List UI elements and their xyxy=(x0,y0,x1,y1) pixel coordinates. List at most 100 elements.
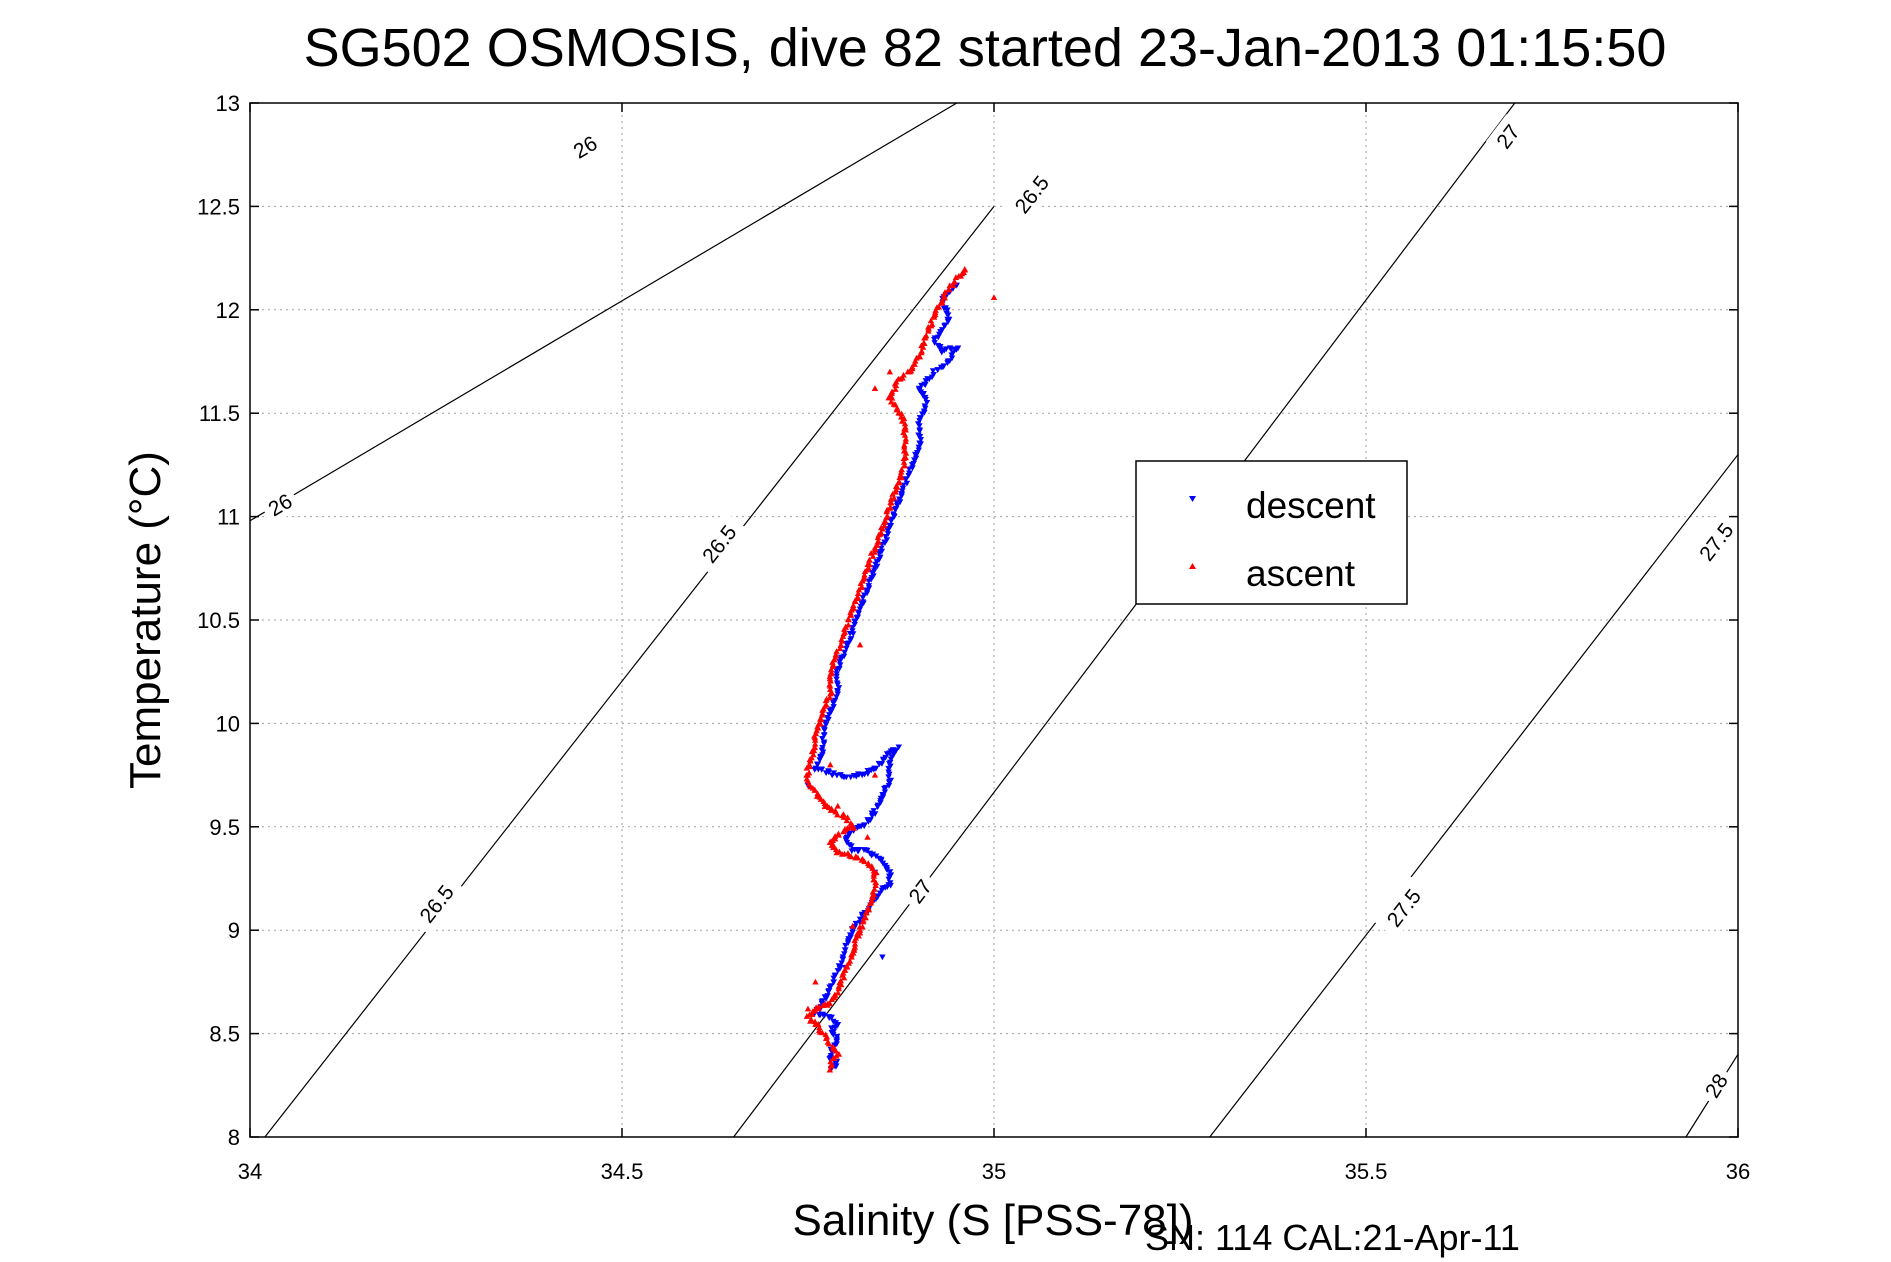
ascent-point xyxy=(859,923,866,930)
ascent-point xyxy=(887,503,894,510)
ascent-point xyxy=(941,289,949,295)
y-tick-label: 9.5 xyxy=(209,815,240,840)
descent-point xyxy=(865,819,872,825)
ascent-point xyxy=(841,967,849,973)
ascent-point xyxy=(816,1024,823,1031)
ascent-point xyxy=(951,278,958,285)
y-tick-label: 12 xyxy=(216,298,240,323)
ascent-point xyxy=(893,378,900,385)
descent-point xyxy=(886,869,894,876)
ascent-point xyxy=(826,681,833,688)
ascent-point xyxy=(901,447,908,453)
descent-point xyxy=(885,876,892,883)
descent-point xyxy=(923,400,931,406)
ascent-point xyxy=(812,730,820,737)
ascent-point xyxy=(808,754,815,761)
ascent-point xyxy=(808,1011,816,1017)
descent-point xyxy=(863,587,870,594)
ascent-point xyxy=(846,957,854,964)
y-tick-label: 13 xyxy=(216,91,240,116)
x-tick-label: 35.5 xyxy=(1345,1159,1388,1184)
ascent-point xyxy=(846,824,853,830)
ascent-point xyxy=(822,1031,829,1038)
ascent-point xyxy=(893,404,901,411)
ascent-point xyxy=(811,743,818,750)
descent-point xyxy=(894,502,901,509)
descent-point xyxy=(816,757,823,764)
descent-point xyxy=(851,847,858,853)
ascent-point xyxy=(835,831,842,838)
descent-point xyxy=(843,642,851,649)
ascent-point xyxy=(830,1054,837,1061)
contour-label-bg xyxy=(1374,875,1433,939)
ascent-point xyxy=(873,869,880,876)
contour-label-bg xyxy=(1002,162,1061,226)
ascent-point xyxy=(843,817,850,824)
descent-point xyxy=(912,451,919,458)
ascent-point xyxy=(824,1038,831,1045)
ascent-point xyxy=(886,368,894,375)
ascent-point xyxy=(827,1058,834,1065)
ascent-point xyxy=(828,669,835,676)
ascent-point xyxy=(869,553,877,559)
ascent-point xyxy=(875,538,882,545)
descent-point xyxy=(864,771,872,777)
descent-point xyxy=(814,761,822,768)
descent-point xyxy=(885,765,892,772)
legend-label-ascent: ascent xyxy=(1246,553,1356,594)
descent-point xyxy=(843,774,850,781)
ascent-point xyxy=(900,458,908,465)
contour-label-group: 26 xyxy=(563,125,607,168)
ascent-point xyxy=(861,571,868,578)
ascent-point xyxy=(883,506,891,513)
descent-point xyxy=(856,606,864,613)
contour-line-26.5 xyxy=(264,206,995,1138)
descent-point xyxy=(851,621,858,628)
descent-point xyxy=(951,347,959,353)
descent-point xyxy=(931,340,938,346)
descent-point xyxy=(820,732,828,739)
x-tick-label: 35 xyxy=(982,1159,1006,1184)
contour-line-26 xyxy=(249,102,958,522)
ascent-point xyxy=(838,636,845,643)
descent-point xyxy=(841,947,849,954)
descent-point xyxy=(838,960,845,967)
descent-point xyxy=(883,867,891,873)
descent-point xyxy=(934,367,941,373)
descent-point xyxy=(830,1028,837,1035)
ascent-point xyxy=(807,1016,815,1022)
ascent-point xyxy=(889,490,896,497)
x-axis-ticks: 34 34.5 35 35.5 36 xyxy=(238,103,1750,1184)
contour-label-bg xyxy=(563,125,607,168)
ascent-point xyxy=(827,686,834,692)
descent-point xyxy=(825,988,832,995)
descent-point xyxy=(842,942,849,949)
descent-point xyxy=(874,804,881,810)
descent-point xyxy=(948,352,955,359)
descent-point xyxy=(853,615,860,621)
ascent-point xyxy=(827,666,835,673)
ascent-point xyxy=(871,771,879,778)
descent-point xyxy=(846,630,854,637)
descent-point xyxy=(884,528,891,534)
ascent-point xyxy=(845,615,852,622)
ascent-point xyxy=(804,1005,812,1012)
descent-point xyxy=(834,968,842,974)
ascent-point xyxy=(830,841,837,848)
ascent-point xyxy=(819,710,826,716)
descent-point xyxy=(827,709,835,715)
descent-point xyxy=(905,466,913,473)
descent-point xyxy=(830,700,837,707)
ascent-point xyxy=(817,715,824,722)
ascent-point xyxy=(901,441,908,448)
y-tick-label: 8 xyxy=(228,1125,240,1150)
ascent-point xyxy=(849,922,856,929)
descent-point xyxy=(830,979,838,986)
ascent-point xyxy=(835,1050,843,1057)
ascent-point xyxy=(862,914,869,921)
descent-point xyxy=(841,951,848,958)
descent-point xyxy=(916,418,923,424)
ascent-point xyxy=(832,651,840,658)
ascent-point xyxy=(870,876,877,883)
ascent-point xyxy=(828,689,835,696)
